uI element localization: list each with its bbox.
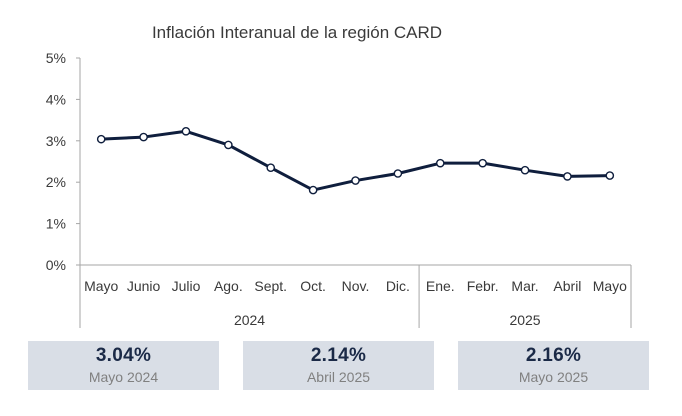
data-point [308,185,318,195]
kpi-label: Abril 2025 [306,369,371,385]
kpi-label: Mayo 2024 [88,369,159,385]
line-chart: Inflación Interanual de la región CARD 0… [46,23,632,328]
data-point [478,158,487,168]
x-tick-label: Mayo [84,278,118,294]
data-point [563,172,572,181]
data-point [605,171,615,180]
x-tick-label: Mar. [511,278,538,294]
group-label: 2024 [234,312,265,328]
y-tick-label: 3% [46,133,66,149]
kpi-card-1: 3.04% Mayo 2024 [28,341,219,390]
data-point [393,169,403,178]
y-tick-label: 5% [46,50,66,66]
y-tick-label: 2% [46,174,66,190]
y-tick-label: 0% [46,257,66,273]
x-tick-label: Ene. [426,278,455,294]
kpi-value: 2.16% [525,345,582,366]
data-point [181,126,191,136]
x-tick-label: Febr. [467,278,499,294]
data-point [139,132,148,142]
x-tick-label: Junio [127,278,161,294]
data-point [351,176,360,185]
x-tick-label: Nov. [342,278,370,294]
x-tick-label: Mayo [593,278,627,294]
x-tick-label: Sept. [254,278,287,294]
y-tick-label: 4% [46,91,66,107]
x-tick-label: Dic. [386,278,410,294]
x-tick-label: Oct. [300,278,326,294]
data-point [224,140,233,150]
group-label: 2025 [509,312,540,328]
x-tick-label: Abril [553,278,581,294]
x-tick-label: Julio [172,278,201,294]
x-tick-label: Ago. [214,278,243,294]
data-point [435,158,445,168]
kpi-value: 3.04% [95,345,152,366]
kpi-label: Mayo 2025 [518,369,589,385]
data-point [520,165,530,175]
data-point [266,163,276,173]
kpi-card-2: 2.14% Abril 2025 [243,341,434,390]
kpi-value: 2.14% [310,345,367,366]
kpi-card-3: 2.16% Mayo 2025 [458,341,649,390]
y-tick-label: 1% [46,216,66,232]
data-point [96,134,106,144]
chart-title: Inflación Interanual de la región CARD [152,23,442,42]
